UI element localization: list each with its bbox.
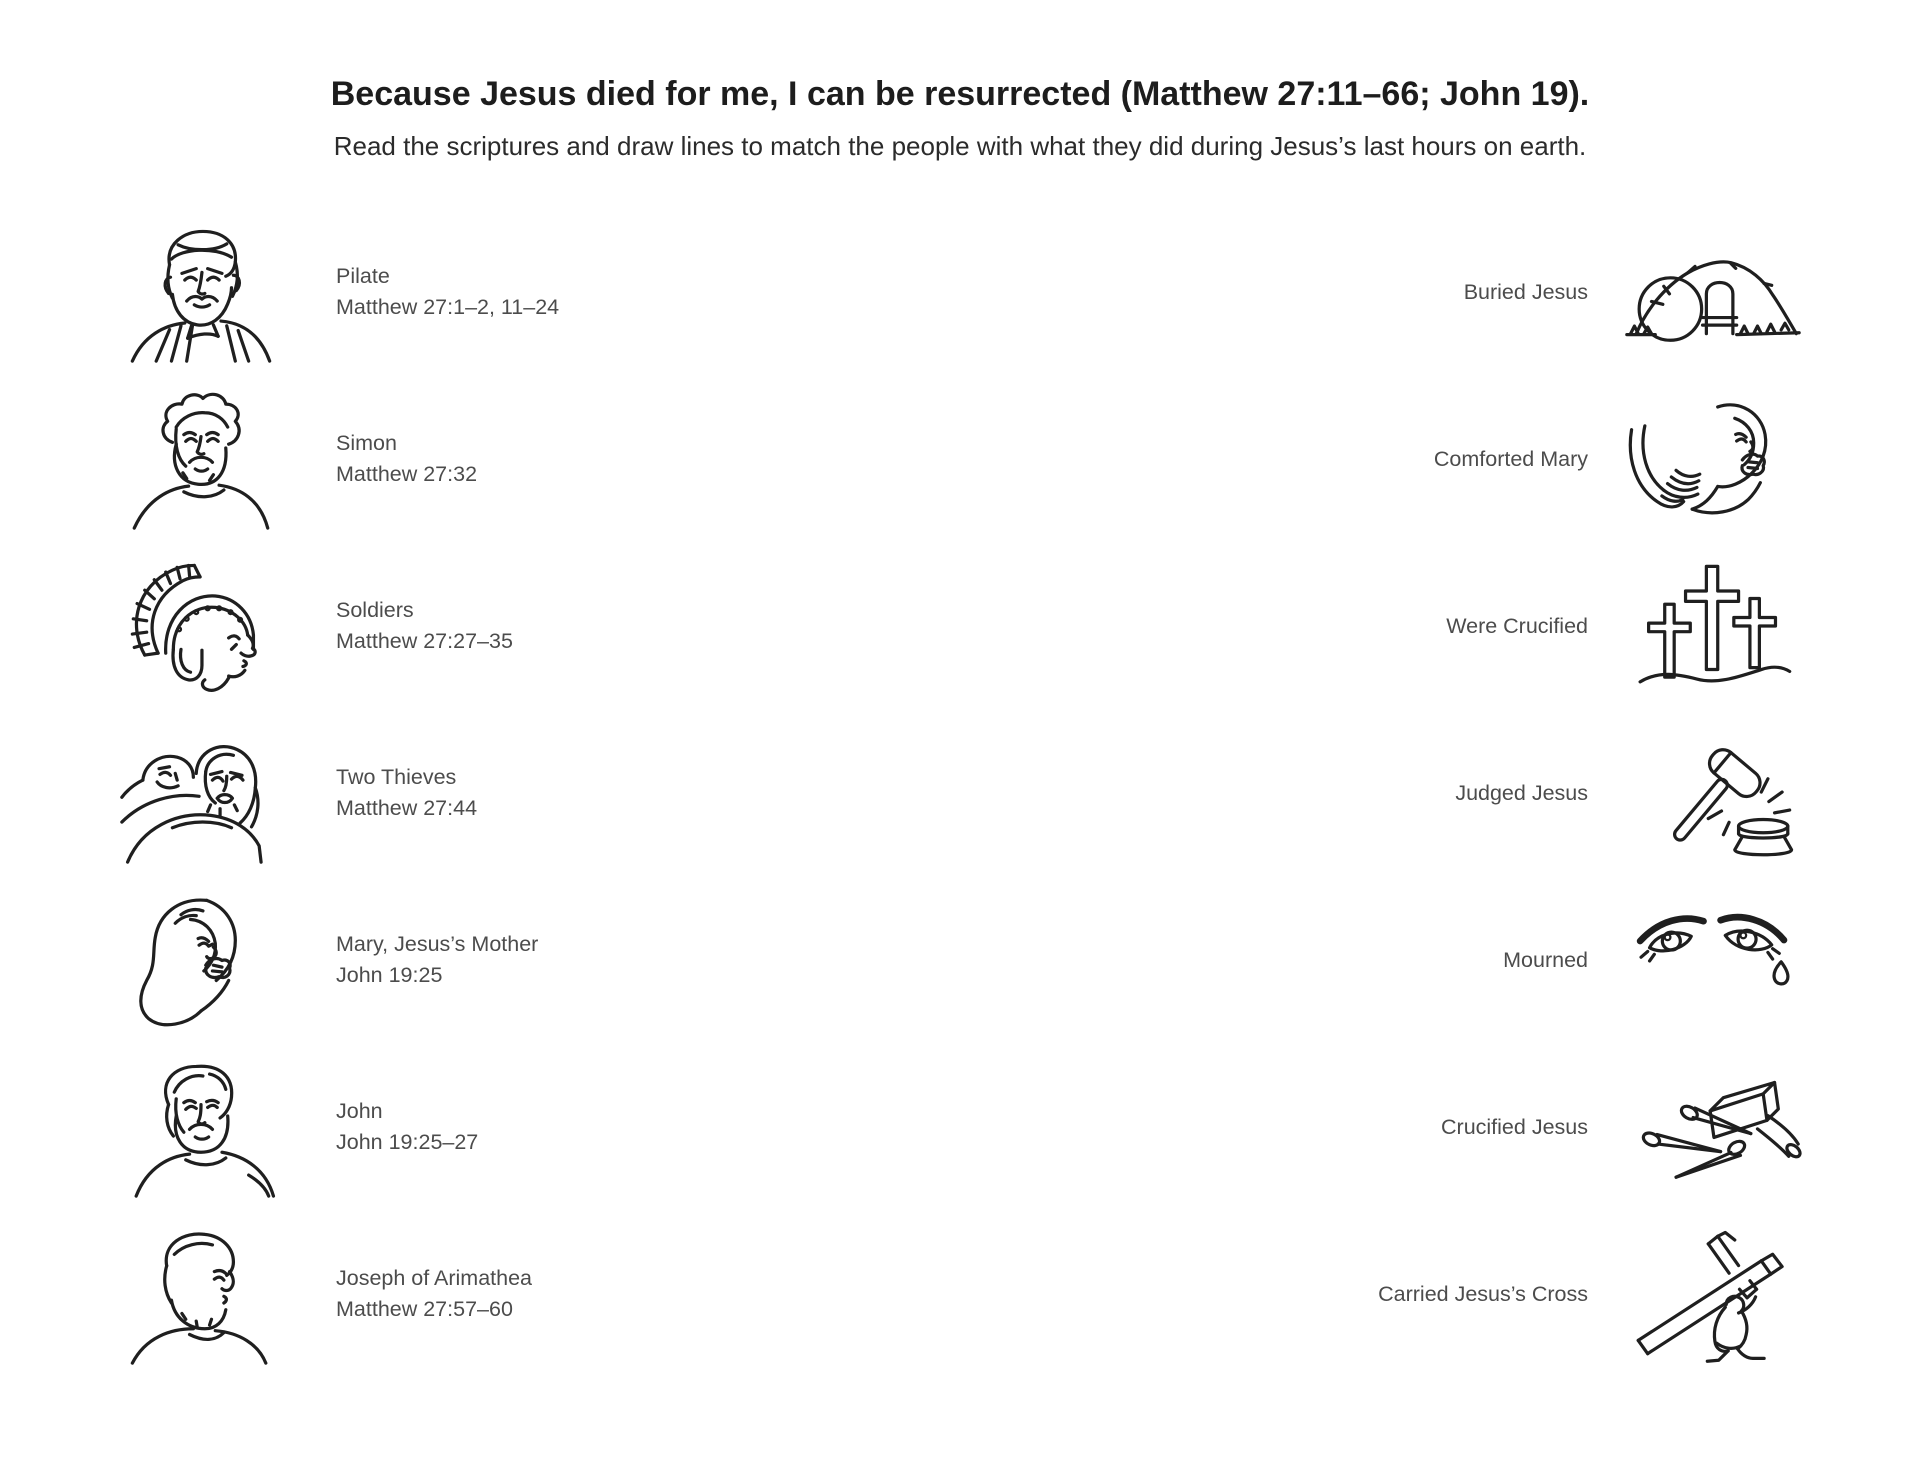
gavel-icon [1622,718,1804,868]
mary-icon [110,885,292,1035]
person-name: Two Thieves [336,764,457,789]
joseph-icon [110,1219,292,1369]
person-item-soldiers[interactable]: Soldiers Matthew 27:27–35 [110,542,559,709]
embrace-icon [1622,384,1804,534]
action-item-crucified-jesus[interactable]: Crucified Jesus [1378,1043,1804,1210]
person-name: John [336,1098,383,1123]
weeping-eyes-icon [1622,885,1804,1035]
john-icon [110,1052,292,1202]
person-reference: John 19:25–27 [336,1129,479,1154]
action-item-comforted-mary[interactable]: Comforted Mary [1378,375,1804,542]
pilate-icon [110,217,292,367]
worksheet-header: Because Jesus died for me, I can be resu… [0,0,1920,162]
person-item-simon[interactable]: Simon Matthew 27:32 [110,375,559,542]
person-name: Soldiers [336,597,414,622]
action-label: Buried Jesus [1463,279,1588,304]
action-label: Comforted Mary [1433,446,1588,471]
person-text: Mary, Jesus’s Mother John 19:25 [336,929,538,991]
person-text: Simon Matthew 27:32 [336,428,477,490]
action-item-were-crucified[interactable]: Were Crucified [1378,542,1804,709]
action-label: Mourned [1503,947,1588,972]
action-item-judged-jesus[interactable]: Judged Jesus [1378,709,1804,876]
action-item-mourned[interactable]: Mourned [1378,876,1804,1043]
person-name: Pilate [336,263,390,288]
three-crosses-icon [1622,551,1804,701]
action-label: Were Crucified [1446,613,1588,638]
person-reference: John 19:25 [336,962,443,987]
person-text: John John 19:25–27 [336,1096,478,1158]
action-label: Judged Jesus [1455,780,1588,805]
person-item-joseph[interactable]: Joseph of Arimathea Matthew 27:57–60 [110,1210,559,1377]
person-name: Mary, Jesus’s Mother [336,931,539,956]
person-item-two-thieves[interactable]: Two Thieves Matthew 27:44 [110,709,559,876]
person-reference: Matthew 27:32 [336,461,478,486]
actions-column: Buried Jesus [1378,208,1920,1377]
person-item-john[interactable]: John John 19:25–27 [110,1043,559,1210]
tomb-icon [1622,217,1804,367]
action-item-buried-jesus[interactable]: Buried Jesus [1378,208,1804,375]
matching-activity: Pilate Matthew 27:1–2, 11–24 [0,208,1920,1377]
action-item-carried-cross[interactable]: Carried Jesus’s Cross [1378,1210,1804,1377]
person-reference: Matthew 27:57–60 [336,1296,513,1321]
page-title: Because Jesus died for me, I can be resu… [330,75,1590,113]
action-label: Crucified Jesus [1441,1114,1588,1139]
person-name: Joseph of Arimathea [336,1265,533,1290]
person-name: Simon [336,430,397,455]
person-reference: Matthew 27:1–2, 11–24 [336,294,560,319]
person-item-pilate[interactable]: Pilate Matthew 27:1–2, 11–24 [110,208,559,375]
person-text: Pilate Matthew 27:1–2, 11–24 [336,261,559,323]
person-text: Joseph of Arimathea Matthew 27:57–60 [336,1263,532,1325]
hammer-nails-icon [1622,1052,1804,1202]
simon-icon [110,384,292,534]
people-column: Pilate Matthew 27:1–2, 11–24 [0,208,559,1377]
roman-soldier-icon [110,551,292,701]
carrying-cross-icon [1622,1219,1804,1369]
person-reference: Matthew 27:44 [336,795,478,820]
two-thieves-icon [110,718,292,868]
page-instructions: Read the scriptures and draw lines to ma… [333,131,1587,161]
person-text: Soldiers Matthew 27:27–35 [336,595,513,657]
person-text: Two Thieves Matthew 27:44 [336,762,477,824]
person-item-mary[interactable]: Mary, Jesus’s Mother John 19:25 [110,876,559,1043]
action-label: Carried Jesus’s Cross [1378,1281,1588,1306]
person-reference: Matthew 27:27–35 [336,628,513,653]
